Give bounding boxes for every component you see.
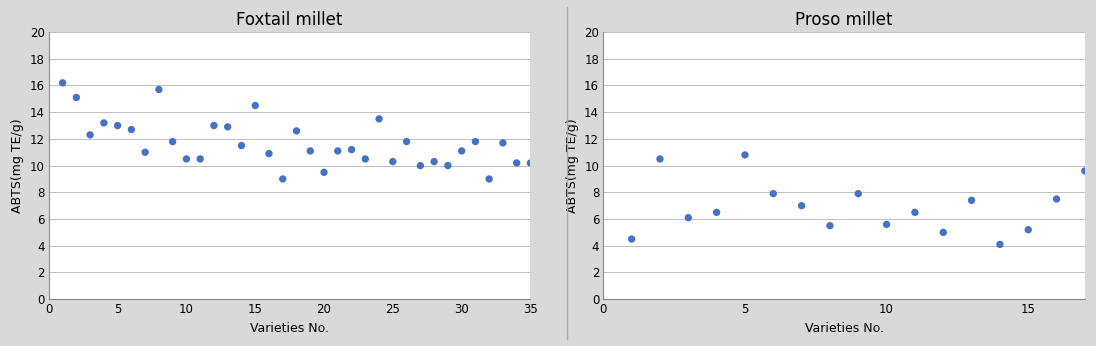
Point	[356, 156, 374, 162]
Point	[370, 116, 388, 122]
Point	[708, 210, 726, 215]
Point	[95, 120, 113, 126]
Point	[425, 159, 443, 164]
Point	[219, 124, 237, 130]
Point	[1048, 196, 1065, 202]
Point	[453, 148, 470, 154]
X-axis label: Varieties No.: Varieties No.	[804, 322, 883, 335]
Point	[821, 223, 838, 228]
Point	[737, 152, 754, 158]
Point	[962, 198, 980, 203]
Point	[274, 176, 292, 182]
Point	[765, 191, 783, 197]
Point	[232, 143, 250, 148]
Point	[123, 127, 140, 132]
Title: Proso millet: Proso millet	[796, 11, 893, 29]
Point	[205, 123, 222, 128]
Point	[480, 176, 498, 182]
Point	[68, 95, 85, 100]
Point	[849, 191, 867, 197]
Point	[906, 210, 924, 215]
Point	[178, 156, 195, 162]
Point	[494, 140, 512, 146]
Point	[260, 151, 277, 156]
Point	[507, 160, 525, 166]
Point	[301, 148, 319, 154]
Point	[109, 123, 126, 128]
Point	[1019, 227, 1037, 233]
Point	[54, 80, 71, 85]
Point	[792, 203, 810, 208]
Point	[150, 87, 168, 92]
Point	[136, 149, 153, 155]
Point	[329, 148, 346, 154]
Y-axis label: ABTS(mg TE/g): ABTS(mg TE/g)	[11, 118, 24, 213]
Point	[878, 221, 895, 227]
Point	[412, 163, 430, 169]
Point	[680, 215, 697, 220]
Point	[247, 103, 264, 108]
Y-axis label: ABTS(mg TE/g): ABTS(mg TE/g)	[566, 118, 579, 213]
Point	[398, 139, 415, 144]
Title: Foxtail millet: Foxtail millet	[237, 11, 343, 29]
Point	[192, 156, 209, 162]
Point	[522, 160, 539, 166]
Point	[81, 132, 99, 138]
Point	[1076, 168, 1094, 174]
Point	[164, 139, 182, 144]
Point	[651, 156, 669, 162]
Point	[288, 128, 306, 134]
X-axis label: Varieties No.: Varieties No.	[250, 322, 329, 335]
Point	[384, 159, 401, 164]
Point	[623, 236, 640, 242]
Point	[316, 170, 333, 175]
Point	[467, 139, 484, 144]
Point	[991, 242, 1008, 247]
Point	[439, 163, 457, 169]
Point	[935, 230, 952, 235]
Point	[343, 147, 361, 152]
